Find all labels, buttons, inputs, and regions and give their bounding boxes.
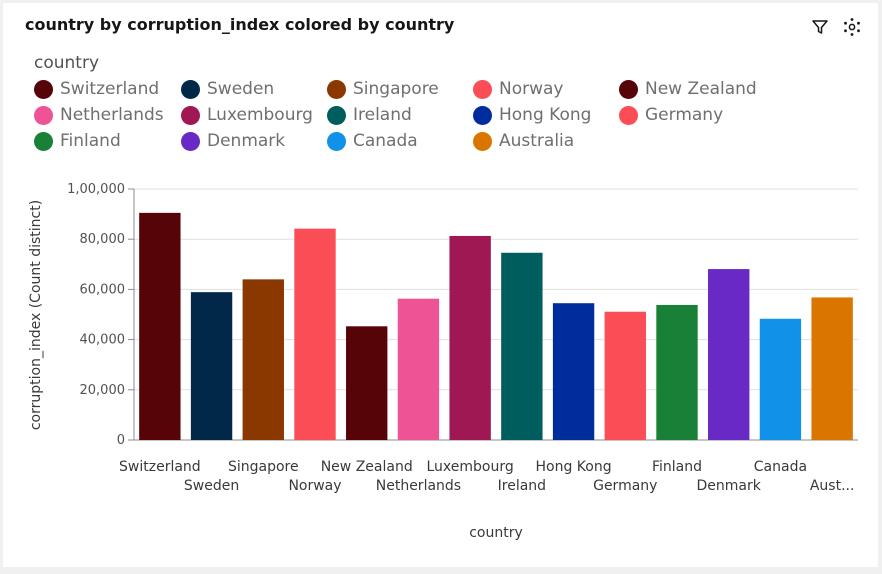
legend-item[interactable]: New Zealand xyxy=(619,79,757,99)
legend-label: Ireland xyxy=(353,105,412,125)
x-tick-label: Hong Kong xyxy=(536,459,612,475)
legend-swatch xyxy=(327,79,346,99)
legend-item[interactable]: Luxembourg xyxy=(181,105,313,125)
bar[interactable] xyxy=(346,326,388,440)
x-tick-label: Canada xyxy=(754,459,807,475)
legend-swatch xyxy=(34,131,53,151)
legend-label: Luxembourg xyxy=(207,105,313,125)
filter-icon[interactable] xyxy=(810,17,830,37)
x-tick-label: Germany xyxy=(593,478,657,494)
legend-item[interactable]: Sweden xyxy=(181,79,274,99)
bar[interactable] xyxy=(708,269,750,440)
y-tick-label: 20,000 xyxy=(80,383,126,398)
settings-icon[interactable] xyxy=(842,17,862,37)
legend-title: country xyxy=(34,53,100,73)
legend-item[interactable]: Canada xyxy=(327,131,418,151)
legend-label: Denmark xyxy=(207,131,286,151)
x-tick-label: Aust... xyxy=(810,478,855,494)
legend-label: New Zealand xyxy=(645,79,757,99)
chart-toolbar xyxy=(810,17,862,37)
legend-label: Netherlands xyxy=(60,105,164,125)
x-tick-label: Switzerland xyxy=(119,459,201,475)
x-tick-label: Singapore xyxy=(228,459,299,475)
legend-label: Canada xyxy=(353,131,418,151)
legend-label: Sweden xyxy=(207,79,275,99)
bar[interactable] xyxy=(449,235,491,440)
x-tick-label: Finland xyxy=(652,459,702,475)
x-tick-label: Ireland xyxy=(498,478,546,494)
x-tick-label: Netherlands xyxy=(376,478,461,494)
legend-item[interactable]: Switzerland xyxy=(34,79,159,99)
legend-item[interactable]: Germany xyxy=(619,105,723,125)
legend-swatch xyxy=(34,105,53,125)
legend-swatch xyxy=(181,131,200,151)
legend-label: Finland xyxy=(60,131,121,151)
y-tick-label: 1,00,000 xyxy=(67,182,125,197)
legend-label: Norway xyxy=(499,79,564,99)
legend-label: Australia xyxy=(499,131,575,151)
legend-item[interactable]: Australia xyxy=(473,131,574,151)
legend-item[interactable]: Netherlands xyxy=(34,105,164,125)
legend-swatch xyxy=(619,79,638,99)
x-tick-label: Norway xyxy=(288,478,341,494)
legend-label: Hong Kong xyxy=(499,105,592,125)
y-tick-label: 40,000 xyxy=(80,333,126,348)
bar[interactable] xyxy=(811,297,853,440)
legend-swatch xyxy=(181,105,200,125)
x-axis-title: country xyxy=(469,525,523,541)
x-tick-label: New Zealand xyxy=(321,459,413,475)
y-tick-label: 60,000 xyxy=(80,282,126,297)
legend-item[interactable]: Ireland xyxy=(327,105,412,125)
chart-title: country by corruption_index colored by c… xyxy=(25,15,455,34)
legend-label: Switzerland xyxy=(60,79,160,99)
legend-swatch xyxy=(619,105,638,125)
bar[interactable] xyxy=(552,303,595,440)
legend-swatch xyxy=(327,105,346,125)
x-tick-label: Denmark xyxy=(697,478,762,494)
legend-label: Germany xyxy=(645,105,724,125)
bar[interactable] xyxy=(190,292,233,440)
legend-item[interactable]: Norway xyxy=(473,79,564,99)
chart-card: country by corruption_index colored by c… xyxy=(3,3,878,567)
y-axis-title: corruption_index (Count distinct) xyxy=(28,200,44,430)
legend-item[interactable]: Hong Kong xyxy=(473,105,591,125)
bar[interactable] xyxy=(656,304,698,440)
bar[interactable] xyxy=(604,311,646,440)
bar[interactable] xyxy=(759,318,802,440)
bar[interactable] xyxy=(242,279,284,440)
bar-chart: 0 20,000 40,000 60,000 80,000 1,00,000 Switzer… xyxy=(28,182,858,541)
y-tick-label: 0 xyxy=(117,433,125,448)
legend-swatch xyxy=(34,79,53,99)
legend-swatch xyxy=(473,131,492,151)
x-tick-label: Luxembourg xyxy=(427,459,514,475)
legend-item[interactable]: Singapore xyxy=(327,79,439,99)
legend-item[interactable]: Denmark xyxy=(181,131,285,151)
bar[interactable] xyxy=(397,298,440,440)
bar[interactable] xyxy=(294,228,336,440)
legend-item[interactable]: Finland xyxy=(34,131,121,151)
legend-swatch xyxy=(473,105,492,125)
legend-swatch xyxy=(473,79,492,99)
y-tick-label: 80,000 xyxy=(80,232,126,247)
bar[interactable] xyxy=(501,252,543,440)
legend-label: Singapore xyxy=(353,79,439,99)
x-tick-label: Sweden xyxy=(184,478,239,494)
legend-swatch xyxy=(327,131,346,151)
bar[interactable] xyxy=(139,212,181,440)
legend-swatch xyxy=(181,79,200,99)
